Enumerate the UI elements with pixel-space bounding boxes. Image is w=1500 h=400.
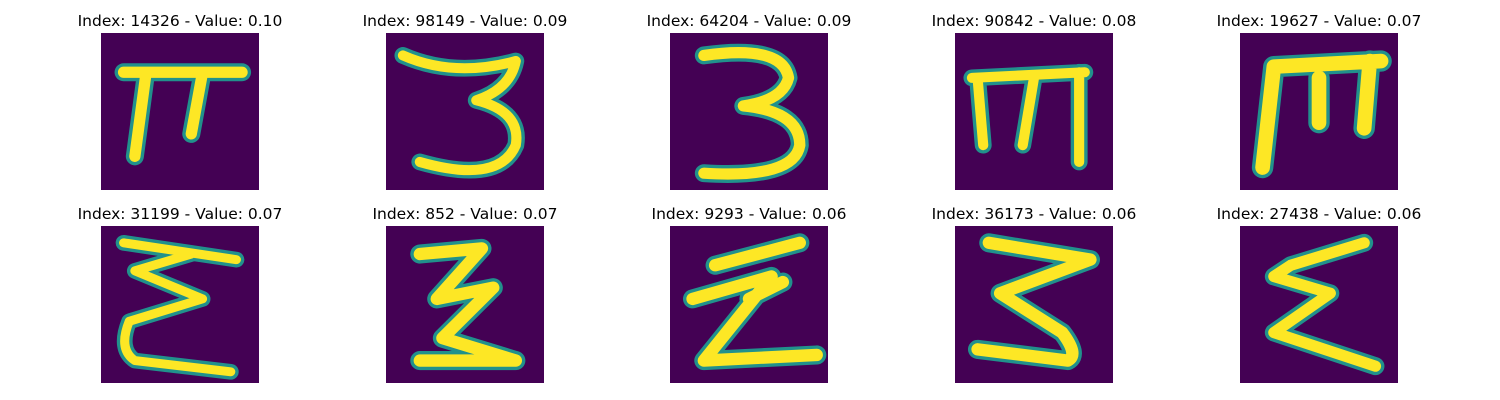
digit-image <box>386 33 544 190</box>
digit-image <box>1240 33 1398 190</box>
glyph-drawing <box>682 233 827 371</box>
grid-panel-7: Index: 852 - Value: 0.07 <box>335 203 595 393</box>
panel-title: Index: 19627 - Value: 0.07 <box>1216 12 1422 30</box>
digit-image <box>386 226 544 383</box>
digit-image <box>101 226 259 383</box>
glyph-drawing <box>115 234 245 380</box>
glyph-drawing <box>1251 50 1392 179</box>
panel-title: Index: 98149 - Value: 0.09 <box>362 12 568 30</box>
glyph-drawing <box>114 63 252 166</box>
panel-title: Index: 27438 - Value: 0.06 <box>1216 205 1422 223</box>
glyph-drawing <box>967 233 1101 371</box>
panel-title: Index: 64204 - Value: 0.09 <box>646 12 852 30</box>
glyph-drawing <box>694 43 809 183</box>
glyph-drawing <box>394 47 525 179</box>
panel-title: Index: 90842 - Value: 0.08 <box>931 12 1137 30</box>
grid-panel-5: Index: 19627 - Value: 0.07 <box>1189 10 1449 200</box>
digit-image <box>955 226 1113 383</box>
panel-title: Index: 36173 - Value: 0.06 <box>931 205 1137 223</box>
panel-title: Index: 9293 - Value: 0.06 <box>651 205 847 223</box>
digit-image <box>670 33 828 190</box>
glyph-drawing <box>963 63 1094 171</box>
grid-panel-4: Index: 90842 - Value: 0.08 <box>904 10 1164 200</box>
grid-panel-3: Index: 64204 - Value: 0.09 <box>619 10 879 200</box>
panel-title: Index: 31199 - Value: 0.07 <box>77 205 283 223</box>
grid-panel-2: Index: 98149 - Value: 0.09 <box>335 10 595 200</box>
grid-panel-10: Index: 27438 - Value: 0.06 <box>1189 203 1449 393</box>
digit-image <box>955 33 1113 190</box>
grid-panel-6: Index: 31199 - Value: 0.07 <box>50 203 310 393</box>
glyph-drawing <box>1264 233 1385 376</box>
digit-image <box>670 226 828 383</box>
panel-title: Index: 14326 - Value: 0.10 <box>77 12 283 30</box>
grid-panel-8: Index: 9293 - Value: 0.06 <box>619 203 879 393</box>
grid-panel-1: Index: 14326 - Value: 0.10 <box>50 10 310 200</box>
panel-title: Index: 852 - Value: 0.07 <box>372 205 558 223</box>
grid-panel-9: Index: 36173 - Value: 0.06 <box>904 203 1164 393</box>
digit-image <box>1240 226 1398 383</box>
glyph-drawing <box>410 238 526 371</box>
digit-image <box>101 33 259 190</box>
